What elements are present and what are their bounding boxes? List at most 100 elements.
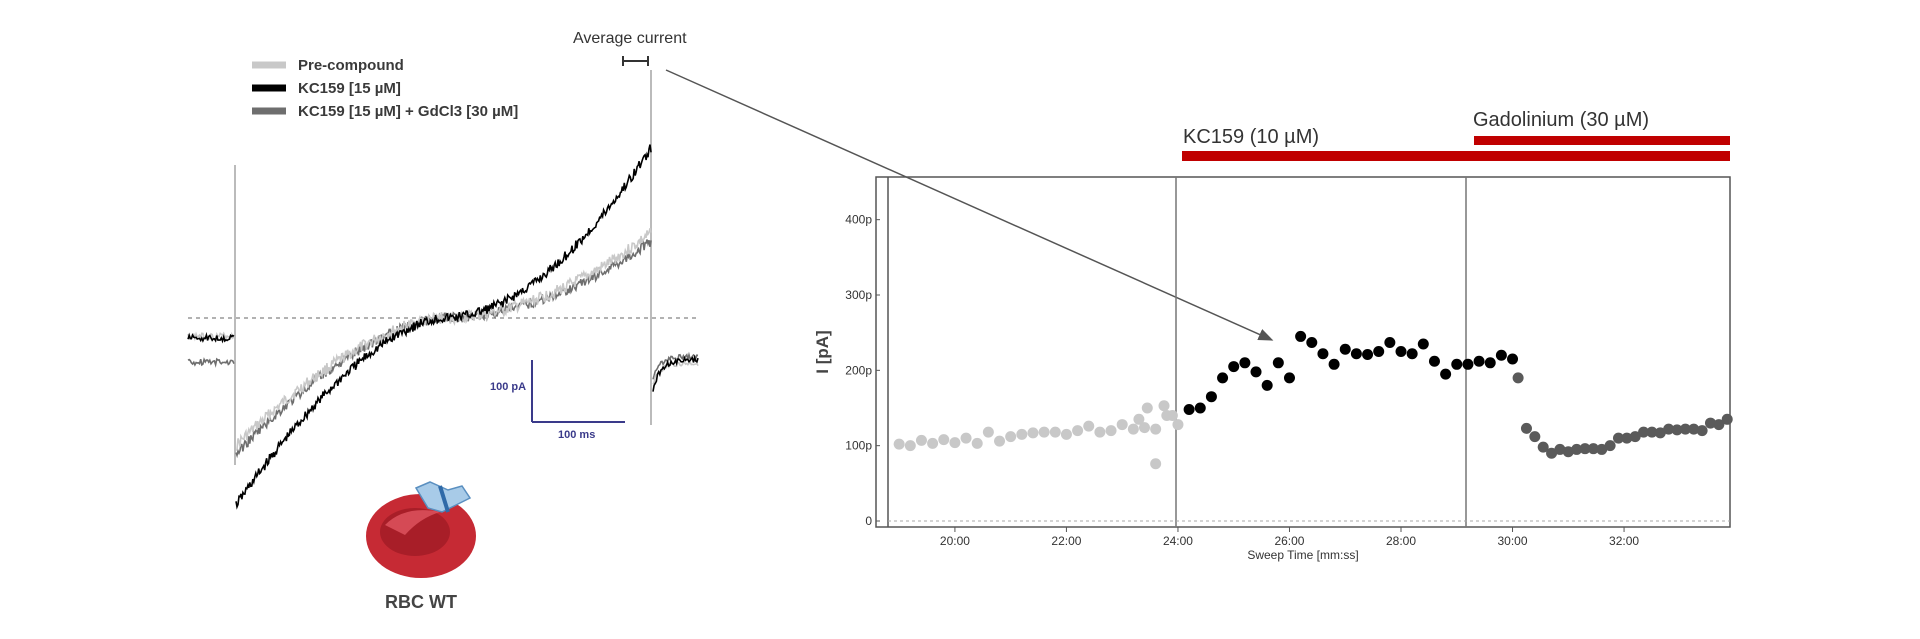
y-axis-ticks: 0 100p 200p 300p 400p	[845, 213, 880, 528]
current-traces	[187, 144, 699, 510]
data-point	[1166, 410, 1178, 422]
data-point	[1127, 423, 1139, 435]
x-axis-title: Sweep Time [mm:ss]	[1247, 548, 1358, 562]
x-tick-label: 20:00	[940, 534, 970, 548]
data-point	[1250, 366, 1262, 378]
data-point	[1679, 423, 1691, 435]
data-point	[1295, 330, 1307, 342]
data-point	[1512, 372, 1524, 384]
data-point	[971, 437, 983, 449]
data-point	[1713, 419, 1725, 431]
data-point	[1373, 346, 1385, 357]
scatter-panel: KC159 (10 µM) Gadolinium (30 µM) 0 100p 20…	[813, 109, 1733, 562]
data-point	[1141, 402, 1153, 414]
data-point	[1579, 443, 1591, 455]
data-point	[1362, 349, 1374, 361]
data-point	[1150, 423, 1162, 435]
data-point	[1194, 402, 1206, 414]
scale-bar-current-label: 100 pA	[490, 381, 526, 393]
data-point	[1027, 427, 1039, 439]
data-point	[1621, 432, 1633, 444]
current-traces-panel: Pre-compound KC159 [15 µM] KC159 [15 µM]…	[187, 30, 700, 612]
data-point	[938, 434, 950, 446]
plot-frame	[875, 176, 1731, 528]
y-tick-label: 0	[865, 514, 872, 528]
x-tick-label: 30:00	[1498, 534, 1528, 548]
data-point	[1554, 443, 1566, 455]
data-point	[1495, 349, 1507, 361]
y-tick-label: 400p	[845, 213, 872, 227]
legend: Pre-compound KC159 [15 µM] KC159 [15 µM]…	[252, 57, 518, 120]
data-point	[1060, 428, 1072, 440]
data-point	[1283, 372, 1295, 384]
data-point	[1228, 361, 1240, 373]
data-point	[1654, 427, 1666, 439]
gadolinium-application-bar	[1474, 136, 1730, 145]
scale-bar: 100 pA 100 ms	[490, 360, 625, 441]
x-tick-label: 26:00	[1274, 534, 1304, 548]
data-point	[1520, 422, 1532, 434]
data-point	[1546, 447, 1558, 459]
average-current-label: Average current	[573, 30, 687, 47]
x-axis-ticks: 20:00 22:00 24:00 26:00 28:00 30:00 32:00	[940, 527, 1639, 548]
data-point	[1350, 348, 1362, 360]
data-points	[893, 330, 1733, 470]
data-point	[1038, 426, 1050, 438]
data-point	[1105, 425, 1117, 437]
data-point	[1604, 440, 1616, 452]
data-point	[1016, 428, 1028, 440]
data-point	[1440, 368, 1452, 380]
data-point	[1671, 424, 1683, 436]
data-point	[1094, 426, 1106, 438]
current-trace	[235, 228, 652, 451]
data-point	[1629, 431, 1641, 443]
data-point	[1688, 423, 1700, 435]
data-point	[1272, 357, 1284, 369]
data-point	[1596, 443, 1608, 455]
data-point	[1484, 357, 1496, 369]
red-blood-cell-illustration	[366, 481, 476, 578]
data-point	[1507, 353, 1519, 365]
data-point	[1395, 346, 1407, 357]
data-point	[1721, 413, 1733, 425]
data-point	[1339, 343, 1351, 355]
data-point	[1116, 419, 1128, 431]
data-point	[1473, 355, 1485, 367]
x-tick-label: 24:00	[1163, 534, 1193, 548]
x-tick-label: 22:00	[1051, 534, 1081, 548]
pre-step-trace	[187, 331, 235, 344]
data-point	[1217, 372, 1229, 384]
average-current-bracket	[622, 56, 649, 66]
data-point	[1183, 404, 1195, 416]
data-point	[1612, 432, 1624, 444]
y-tick-label: 200p	[845, 363, 872, 377]
data-point	[994, 435, 1006, 447]
data-point	[893, 438, 905, 450]
data-point	[1005, 431, 1017, 443]
data-point	[1172, 419, 1184, 431]
data-point	[1158, 400, 1170, 412]
y-tick-label: 100p	[845, 439, 872, 453]
y-tick-label: 300p	[845, 288, 872, 302]
data-point	[1451, 358, 1463, 370]
data-point	[1384, 336, 1396, 348]
x-tick-label: 28:00	[1386, 534, 1416, 548]
cell-type-label: RBC WT	[385, 592, 457, 612]
data-point	[1261, 379, 1273, 391]
data-point	[1704, 417, 1716, 429]
pre-step-trace	[187, 357, 235, 368]
data-point	[1696, 425, 1708, 437]
data-point	[1072, 425, 1084, 437]
data-point	[1638, 426, 1650, 438]
data-point	[1406, 348, 1418, 360]
data-point	[1317, 348, 1329, 360]
current-trace	[235, 144, 652, 510]
data-point	[1150, 458, 1162, 470]
data-point	[915, 434, 927, 446]
data-point	[1562, 446, 1574, 458]
data-point	[1139, 422, 1151, 434]
data-point	[1417, 338, 1429, 350]
gadolinium-application-label: Gadolinium (30 µM)	[1473, 109, 1649, 131]
data-point	[1133, 413, 1145, 425]
data-point	[1306, 336, 1318, 348]
